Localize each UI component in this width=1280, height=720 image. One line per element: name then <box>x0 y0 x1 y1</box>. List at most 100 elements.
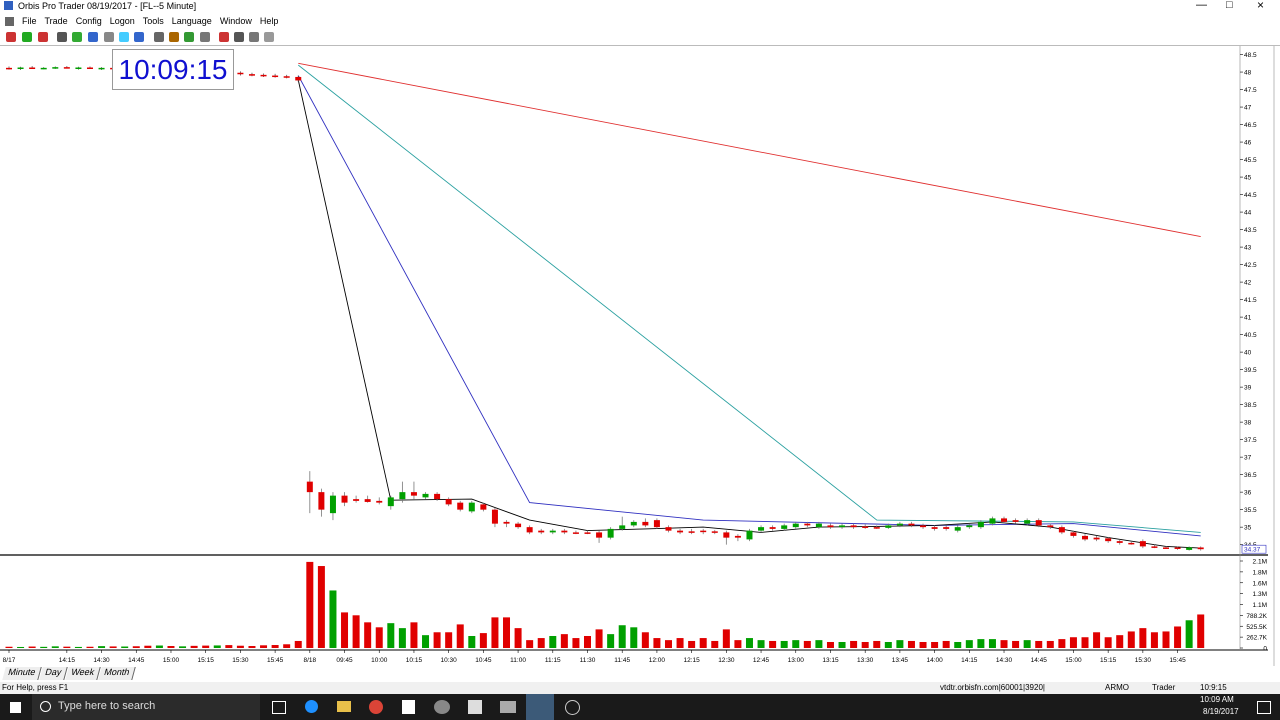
menu-item[interactable]: Language <box>171 16 212 26</box>
volume-bar <box>317 566 325 648</box>
app-icon[interactable] <box>434 700 450 714</box>
y-tick-label: 48 <box>1244 70 1252 77</box>
candle-body <box>260 74 267 77</box>
toolbar-button[interactable] <box>134 32 144 42</box>
toolbar-button[interactable] <box>38 32 48 42</box>
menu-item[interactable]: Config <box>75 16 102 26</box>
mail-icon[interactable] <box>500 701 516 713</box>
volume-bar <box>745 638 753 648</box>
period-tab[interactable]: Week <box>65 667 101 680</box>
y-tick-label: 35 <box>1244 525 1252 532</box>
candle-body <box>827 525 834 528</box>
x-tick-label: 11:30 <box>580 657 596 664</box>
x-tick-label: 14:15 <box>961 657 978 664</box>
candle-body <box>6 67 12 70</box>
candle-body <box>677 530 684 533</box>
volume-bar <box>190 645 198 648</box>
toolbar-button[interactable] <box>219 32 229 42</box>
candle-body <box>29 67 36 70</box>
toolbar-button[interactable] <box>264 32 274 42</box>
volume-bar <box>387 623 395 648</box>
period-tab[interactable]: Minute <box>2 667 42 680</box>
volume-bar <box>699 638 707 648</box>
x-tick-label: 14:30 <box>996 657 1013 664</box>
toolbar-button[interactable] <box>200 32 210 42</box>
y-tick-label: 41 <box>1244 315 1252 322</box>
active-app[interactable] <box>526 694 554 720</box>
x-tick-label: 15:30 <box>1135 657 1152 664</box>
minimize-button[interactable]: — <box>1196 0 1207 11</box>
app-icon[interactable] <box>565 700 580 715</box>
explorer-icon[interactable] <box>337 701 351 712</box>
status-time: 10:9:15 <box>1200 683 1227 692</box>
x-tick-label: 8/18 <box>303 657 316 664</box>
candle-body <box>908 523 915 526</box>
candle-body <box>410 492 417 496</box>
candle-body <box>1024 520 1031 524</box>
volume-bar <box>63 646 71 648</box>
toolbar-button[interactable] <box>154 32 164 42</box>
y-tick-label: 36.5 <box>1244 472 1257 479</box>
x-tick-label: 09:45 <box>336 657 353 664</box>
candle-body <box>399 492 406 500</box>
toolbar-button[interactable] <box>6 32 16 42</box>
volume-bar <box>757 640 765 648</box>
menu-item[interactable]: Help <box>259 16 279 26</box>
candle-body <box>468 502 475 512</box>
volume-bar <box>28 646 36 648</box>
volume-bar <box>526 640 534 648</box>
volume-bar <box>86 646 94 648</box>
chrome-icon[interactable] <box>369 700 383 714</box>
period-tab[interactable]: Day <box>39 667 68 680</box>
volume-tick-label: 1.1M <box>1253 602 1267 609</box>
toolbar-button[interactable] <box>184 32 194 42</box>
toolbar-button[interactable] <box>169 32 179 42</box>
volume-bar <box>896 640 904 648</box>
toolbar-button[interactable] <box>104 32 114 42</box>
app-icon[interactable] <box>468 700 482 714</box>
toolbar-button[interactable] <box>234 32 244 42</box>
candle-body <box>1139 541 1146 547</box>
toolbar-button[interactable] <box>57 32 67 42</box>
volume-bar <box>445 632 453 648</box>
task-view[interactable] <box>272 701 286 714</box>
candle-body <box>491 509 498 524</box>
volume-bar <box>179 646 187 648</box>
x-tick-label: 13:15 <box>822 657 839 664</box>
candle-body <box>237 72 244 75</box>
candle-body <box>723 532 730 538</box>
edge-icon[interactable] <box>305 700 318 713</box>
x-tick-label: 11:45 <box>614 657 630 664</box>
menu-item[interactable]: Trade <box>44 16 68 26</box>
x-tick-label: 15:15 <box>1100 657 1117 664</box>
volume-bar <box>132 646 140 648</box>
maximize-button[interactable]: □ <box>1226 0 1233 11</box>
notifications[interactable] <box>1257 701 1271 714</box>
search-box[interactable]: Type here to search <box>32 694 260 720</box>
toolbar-button[interactable] <box>22 32 32 42</box>
y-tick-label: 46 <box>1244 140 1252 147</box>
volume-bar <box>850 640 858 648</box>
toolbar-button[interactable] <box>119 32 129 42</box>
toolbar-button[interactable] <box>249 32 259 42</box>
toolbar-button[interactable] <box>72 32 82 42</box>
menu-item[interactable]: Logon <box>109 16 135 26</box>
period-tab[interactable]: Month <box>98 667 136 680</box>
candle-body <box>353 499 360 501</box>
candle-body <box>1174 547 1181 549</box>
menu-item[interactable]: Window <box>219 16 252 26</box>
x-tick-label: 14:00 <box>926 657 943 664</box>
candle-body <box>734 535 741 538</box>
menu-item[interactable]: Tools <box>142 16 164 26</box>
menu-item[interactable]: File <box>22 16 37 26</box>
candle-body <box>445 499 452 505</box>
store-icon[interactable] <box>402 700 415 714</box>
clock-date: 8/19/2017 <box>1203 707 1239 716</box>
y-tick-label: 39 <box>1244 385 1252 392</box>
toolbar-button[interactable] <box>88 32 98 42</box>
volume-tick-label: 788.2K <box>1246 613 1267 620</box>
candle-body <box>86 67 93 70</box>
start-button[interactable] <box>10 702 21 713</box>
close-button[interactable]: × <box>1257 0 1265 12</box>
help-text: For Help, press F1 <box>2 683 69 692</box>
